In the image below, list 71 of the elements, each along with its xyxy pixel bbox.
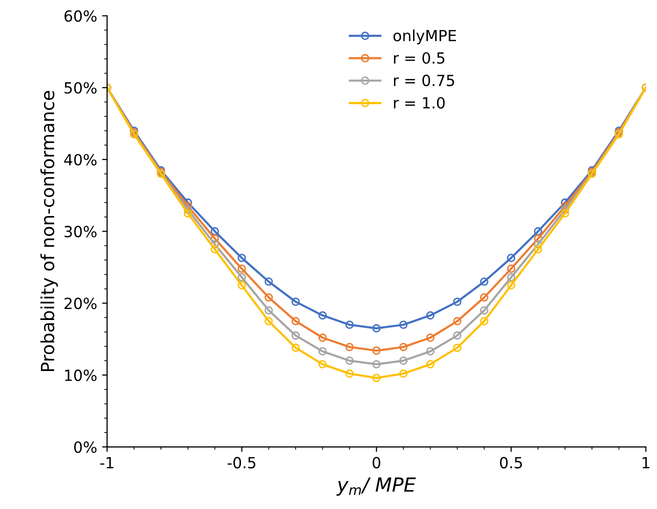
point [399, 369, 408, 378]
point [238, 254, 246, 262]
point [453, 344, 462, 352]
point [210, 227, 220, 236]
y-tick-label: 50% [64, 82, 97, 94]
point [318, 347, 327, 356]
point [264, 306, 273, 315]
point [560, 206, 570, 214]
point [480, 293, 488, 302]
point [291, 331, 300, 340]
point [345, 342, 354, 352]
legend-label: r = 1.0 [394, 97, 445, 109]
point [506, 273, 516, 282]
x-tick-label: -1 [100, 457, 114, 468]
point [480, 316, 488, 326]
point [534, 245, 542, 254]
point [238, 264, 246, 273]
point [291, 344, 300, 352]
legend-label: r = 0.75 [394, 74, 454, 86]
point [506, 281, 516, 290]
y-tick-label: 10% [65, 370, 97, 382]
point [210, 234, 220, 243]
point [318, 311, 327, 320]
point [184, 209, 192, 218]
x-axis-title: y$_{m}$/ MPE [336, 478, 416, 496]
point [426, 334, 434, 342]
point [399, 342, 408, 352]
y-tick-label: 40% [64, 154, 97, 166]
legend-label: onlyMPE [393, 30, 456, 44]
legend-label: r = 0.5 [394, 52, 444, 64]
point [560, 209, 570, 218]
x-tick-label: 0 [372, 456, 380, 468]
y-tick-label: 30% [64, 226, 97, 238]
point [291, 298, 300, 306]
x-tick-label: -0.5 [228, 456, 256, 468]
point [480, 306, 488, 315]
point [453, 316, 462, 326]
point [480, 277, 488, 286]
x-tick-label: 0.5 [500, 456, 522, 468]
point [345, 369, 354, 378]
point [426, 311, 434, 320]
y-axis-title: Probability of non-conformance [40, 90, 58, 371]
point [426, 347, 434, 356]
point [264, 293, 273, 302]
point [506, 254, 516, 262]
point [506, 264, 516, 273]
x-tick-label: 1 [642, 457, 650, 468]
point [184, 206, 192, 214]
point [399, 356, 408, 365]
point [318, 360, 327, 368]
point [399, 320, 408, 329]
point [210, 245, 220, 254]
point [264, 316, 273, 326]
point [426, 360, 434, 368]
y-tick-label: 60% [64, 10, 97, 22]
y-tick-label: 0% [74, 441, 97, 453]
point [372, 346, 381, 355]
point [534, 227, 542, 236]
point [238, 281, 246, 290]
point [291, 316, 300, 326]
point [372, 360, 381, 368]
point [345, 320, 354, 329]
point [372, 374, 381, 382]
y-tick-label: 20% [64, 298, 97, 310]
point [318, 334, 327, 342]
point [372, 324, 381, 333]
point [453, 331, 462, 340]
point [453, 298, 462, 306]
point [264, 277, 273, 286]
point [238, 273, 246, 282]
point [345, 356, 354, 365]
